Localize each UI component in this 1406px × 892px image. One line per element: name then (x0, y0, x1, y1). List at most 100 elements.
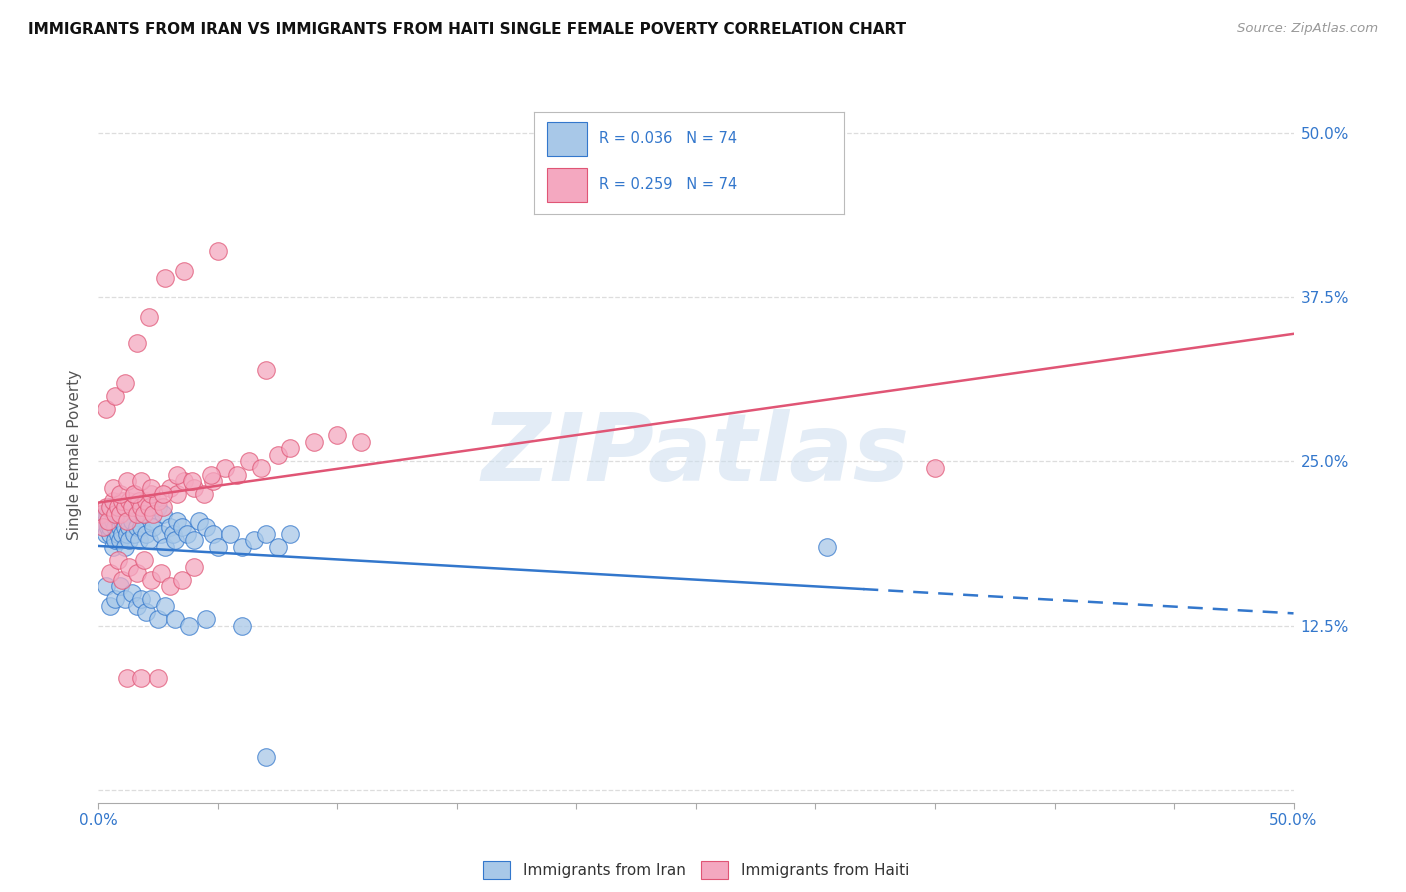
Point (104, 533, 127, 548)
Point (202, 526, 225, 541)
Point (139, 514, 162, 528)
Point (138, 533, 160, 548)
Point (180, 474, 202, 488)
FancyBboxPatch shape (547, 122, 586, 155)
Point (124, 526, 146, 541)
Point (172, 520, 194, 534)
Point (155, 599, 177, 613)
Point (98, 526, 122, 541)
Point (125, 520, 148, 534)
Point (179, 618, 201, 632)
Point (139, 573, 162, 587)
Point (302, 434, 325, 449)
Y-axis label: Single Female Poverty: Single Female Poverty (67, 370, 83, 540)
Point (326, 428, 349, 442)
Point (815, 540, 838, 554)
Point (152, 507, 174, 521)
Point (194, 612, 218, 626)
Point (101, 540, 124, 554)
Point (118, 494, 141, 508)
Point (131, 592, 153, 607)
Point (118, 520, 141, 534)
Point (97, 514, 120, 528)
Point (159, 579, 181, 593)
Point (107, 553, 129, 567)
Point (97, 507, 120, 521)
Point (139, 592, 162, 607)
Point (108, 533, 131, 548)
Point (90, 507, 112, 521)
Point (111, 573, 134, 587)
Point (108, 520, 131, 534)
Text: ZIPatlas: ZIPatlas (482, 409, 910, 501)
Point (124, 487, 146, 501)
Point (148, 500, 170, 515)
Legend: Immigrants from Iran, Immigrants from Haiti: Immigrants from Iran, Immigrants from Ha… (477, 855, 915, 886)
Point (173, 264, 195, 278)
Point (139, 481, 162, 495)
Point (159, 520, 181, 534)
Point (115, 671, 138, 685)
Point (94, 401, 117, 416)
Point (238, 454, 260, 468)
Point (155, 540, 177, 554)
Point (128, 533, 150, 548)
Point (166, 487, 188, 501)
Point (111, 526, 134, 541)
Point (138, 310, 160, 324)
Point (924, 461, 946, 475)
Point (104, 520, 127, 534)
Point (159, 481, 181, 495)
Point (118, 559, 141, 574)
Point (115, 507, 138, 521)
Point (267, 448, 290, 462)
Point (148, 671, 170, 685)
Point (97, 520, 120, 534)
Point (231, 540, 253, 554)
Point (101, 481, 124, 495)
Point (254, 362, 277, 376)
Point (193, 487, 215, 501)
Point (139, 487, 162, 501)
Point (155, 270, 177, 285)
Point (166, 514, 188, 528)
Text: R = 0.259   N = 74: R = 0.259 N = 74 (599, 177, 738, 192)
Point (152, 500, 174, 515)
Point (125, 507, 148, 521)
Point (114, 500, 136, 515)
Point (278, 526, 301, 541)
Point (172, 573, 194, 587)
Point (173, 474, 195, 488)
Point (114, 592, 136, 607)
Point (131, 500, 153, 515)
Point (267, 540, 290, 554)
Point (202, 474, 225, 488)
Point (254, 749, 277, 764)
Point (162, 526, 184, 541)
Point (163, 533, 186, 548)
Point (163, 612, 186, 626)
Point (207, 540, 229, 554)
Point (350, 434, 373, 449)
Point (118, 533, 141, 548)
Point (194, 520, 218, 534)
Point (91, 520, 114, 534)
Point (121, 500, 143, 515)
Point (94, 507, 117, 521)
Point (183, 533, 205, 548)
Point (125, 599, 148, 613)
Point (214, 461, 236, 475)
Point (132, 507, 155, 521)
Point (243, 533, 266, 548)
Point (114, 376, 136, 390)
Point (148, 612, 170, 626)
Point (107, 500, 129, 515)
Point (128, 494, 150, 508)
Point (107, 507, 129, 521)
Point (98, 500, 122, 515)
Point (278, 442, 301, 456)
Point (254, 526, 277, 541)
Point (90, 514, 112, 528)
Point (115, 474, 138, 488)
Point (98, 566, 122, 580)
